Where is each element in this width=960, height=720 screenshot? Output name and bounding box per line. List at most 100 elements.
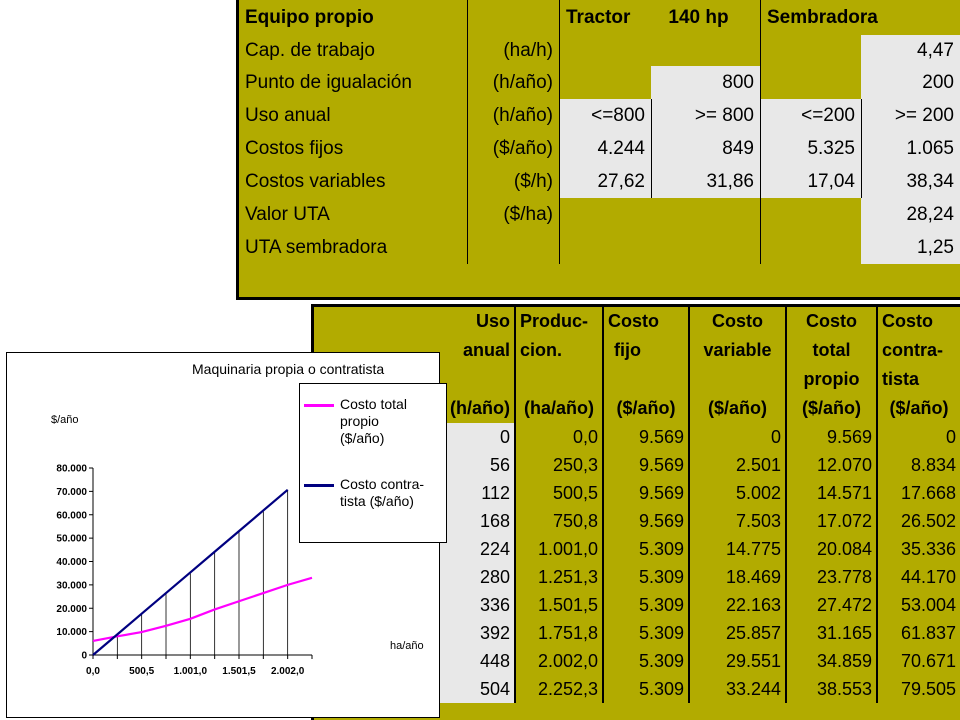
- equipment-cell-s1: 5.325: [760, 132, 861, 165]
- equipment-row-unit: (h/año): [467, 66, 559, 99]
- tractor-header: Tractor 140 hp: [559, 0, 760, 35]
- cost-cell: 1.751,8: [514, 619, 602, 647]
- cost-header-cell: variable: [688, 336, 785, 365]
- equipment-cell-s2: 28,24: [861, 198, 960, 231]
- equipment-cell-t2: 800: [651, 66, 760, 99]
- cost-cell: 14.775: [688, 535, 785, 563]
- equipment-cell-s2: 1,25: [861, 231, 960, 264]
- equipment-cell-t1: 27,62: [559, 165, 651, 198]
- equipment-header-label: Equipo propio: [245, 6, 374, 28]
- cost-cell: 8.834: [876, 451, 960, 479]
- y-tick-label: 60.000: [56, 510, 87, 521]
- equipment-row-label: Costos fijos: [245, 137, 344, 159]
- equipment-cell-s2: 1.065: [861, 132, 960, 165]
- equipment-cell-t1: <=800: [559, 99, 651, 132]
- cost-cell: 9.569: [785, 423, 876, 451]
- equipment-row-unit: ($/h): [467, 165, 559, 198]
- equipment-cell-t2: [651, 231, 760, 264]
- cost-cell: 33.244: [688, 675, 785, 703]
- equipment-row-unit: (h/año): [467, 99, 559, 132]
- cost-cell: 750,8: [514, 507, 602, 535]
- cost-cell: 5.309: [602, 535, 688, 563]
- equipment-grid: Equipo propio Tractor 140 hp Sembradora …: [239, 0, 960, 297]
- equipment-row-label: Valor UTA: [245, 203, 330, 225]
- equipment-table: Equipo propio Tractor 140 hp Sembradora …: [236, 0, 960, 300]
- equipment-cell-t2: >= 800: [651, 99, 760, 132]
- cost-cell: 500,5: [514, 479, 602, 507]
- equipment-row-label: Punto de igualación: [245, 71, 412, 93]
- cost-cell: 17.668: [876, 479, 960, 507]
- cost-cell: 23.778: [785, 563, 876, 591]
- equipment-row-unit: ($/año): [467, 132, 559, 165]
- cost-header-cell: [514, 365, 602, 394]
- cost-chart: Maquinaria propia o contratista $/año ha/a…: [6, 352, 447, 718]
- cost-cell: 35.336: [876, 535, 960, 563]
- y-axis-label: $/año: [51, 414, 79, 426]
- cost-cell: 17.072: [785, 507, 876, 535]
- cost-cell: 22.163: [688, 591, 785, 619]
- y-tick-label: 20.000: [56, 604, 87, 615]
- equipment-row-label: Cap. de trabajo: [245, 39, 375, 61]
- legend-swatch: [304, 404, 334, 407]
- equipment-row-label: UTA sembradora: [245, 236, 388, 258]
- equipment-cell-s1: [760, 231, 861, 264]
- cost-cell: 31.165: [785, 619, 876, 647]
- cost-header-cell: Uso: [475, 311, 510, 331]
- cost-cell: 0: [688, 423, 785, 451]
- cost-cell: 18.469: [688, 563, 785, 591]
- cost-header-cell: ($/año): [602, 394, 688, 423]
- x-axis-label: ha/año: [390, 640, 424, 652]
- cost-cell: 61.837: [876, 619, 960, 647]
- cost-cell: 1.001,0: [514, 535, 602, 563]
- legend-label: Costo total propio ($/año): [340, 396, 407, 446]
- cost-header-cell: [688, 365, 785, 394]
- cost-header-cell: ($/año): [688, 394, 785, 423]
- cost-cell: 0,0: [514, 423, 602, 451]
- equipment-cell-s2: 4,47: [861, 35, 960, 66]
- y-tick-label: 0: [81, 651, 87, 662]
- chart-legend: Costo total propio ($/año) Costo contra- …: [299, 383, 447, 543]
- legend-label: Costo contra- tista ($/año): [340, 476, 425, 509]
- cost-cell: 5.309: [602, 563, 688, 591]
- equipment-cell-t1: [559, 35, 651, 66]
- cost-cell: 5.309: [602, 675, 688, 703]
- cost-cell: 29.551: [688, 647, 785, 675]
- cost-header-cell: Costo: [688, 307, 785, 336]
- cost-header-cell: ($/año): [876, 394, 960, 423]
- cost-cell: 34.859: [785, 647, 876, 675]
- equipment-cell-s1: 17,04: [760, 165, 861, 198]
- cost-cell: 5.309: [602, 591, 688, 619]
- sembradora-header: Sembradora: [760, 0, 960, 35]
- y-tick-label: 40.000: [56, 557, 87, 568]
- equipment-row-unit: [467, 231, 559, 264]
- cost-cell: 2.252,3: [514, 675, 602, 703]
- equipment-row-unit: ($/ha): [467, 198, 559, 231]
- chart-canvas: Maquinaria propia o contratista $/año ha/a…: [51, 361, 424, 677]
- cost-header-cell: (h/año): [450, 398, 510, 418]
- cost-cell: 1.501,5: [514, 591, 602, 619]
- y-tick-label: 30.000: [56, 580, 87, 591]
- cost-cell: 5.002: [688, 479, 785, 507]
- y-tick-label: 50.000: [56, 534, 87, 545]
- equipment-cell-s1: [760, 66, 861, 99]
- cost-cell: 5.309: [602, 619, 688, 647]
- equipment-cell-s1: <=200: [760, 99, 861, 132]
- tractor-hp-label: 140 hp: [668, 6, 729, 28]
- cost-header-cell: [602, 365, 688, 394]
- x-tick-label: 1.001,0: [174, 666, 208, 677]
- tractor-header-label: Tractor: [566, 6, 631, 28]
- cost-cell: 53.004: [876, 591, 960, 619]
- equipment-row-label: Uso anual: [245, 104, 331, 126]
- cost-cell: 0: [876, 423, 960, 451]
- series-costo-propio-line: [92, 576, 313, 643]
- equipment-cell-s1: [760, 35, 861, 66]
- equipment-cell-t1: [559, 231, 651, 264]
- cost-header-cell: Costo: [602, 307, 688, 336]
- x-tick-label: 500,5: [129, 666, 154, 677]
- cost-cell: 9.569: [602, 451, 688, 479]
- equipment-cell-s2: >= 200: [861, 99, 960, 132]
- chart-title: Maquinaria propia o contratista: [192, 361, 384, 377]
- equipment-cell-t2: [651, 198, 760, 231]
- equipment-cell-t1: [559, 66, 651, 99]
- cost-cell: 2.501: [688, 451, 785, 479]
